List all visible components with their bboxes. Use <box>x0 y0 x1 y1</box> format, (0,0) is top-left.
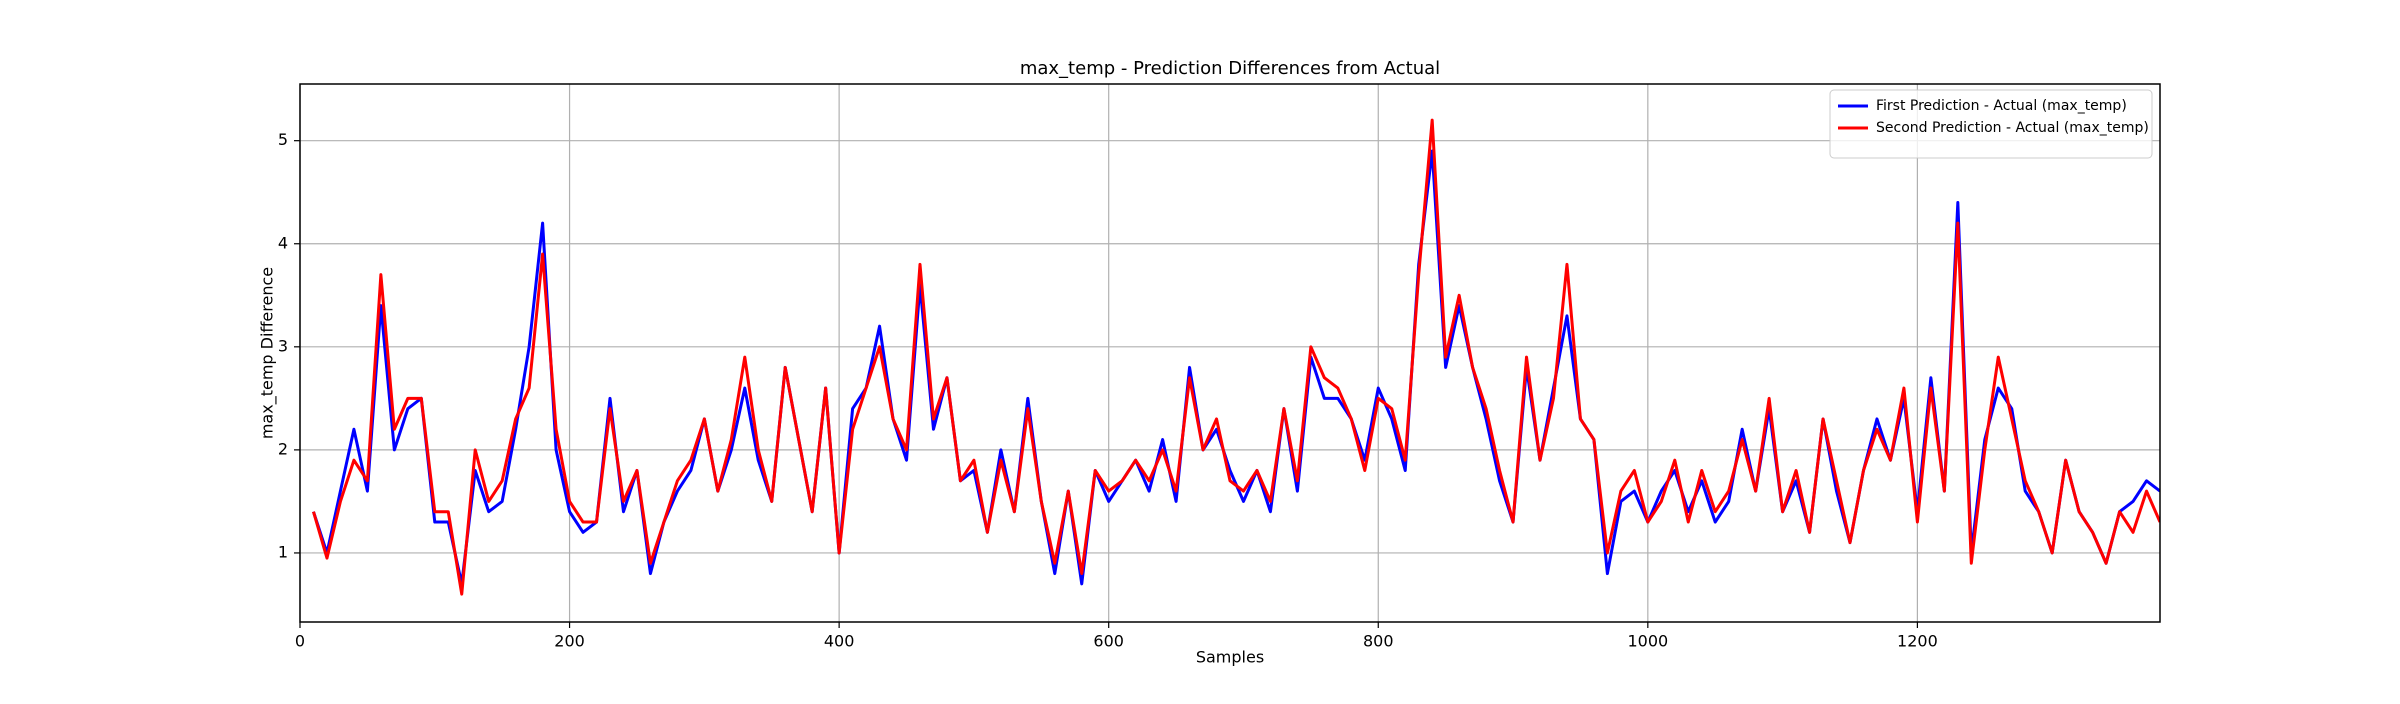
y-tick-label: 1 <box>278 542 288 561</box>
y-tick-label: 2 <box>278 439 288 458</box>
x-tick-label: 1000 <box>1627 632 1668 651</box>
x-tick-label: 600 <box>1093 632 1124 651</box>
x-tick-label: 200 <box>554 632 585 651</box>
legend-label: First Prediction - Actual (max_temp) <box>1876 98 2127 114</box>
y-axis-label: max_temp Difference <box>258 267 278 439</box>
legend-label: Second Prediction - Actual (max_temp) <box>1876 120 2149 136</box>
legend-box <box>1829 89 2153 159</box>
x-tick-label: 800 <box>1363 632 1394 651</box>
plot-lines <box>312 118 2160 596</box>
x-tick-label: 400 <box>824 632 855 651</box>
chart-title: max_temp - Prediction Differences from A… <box>1020 58 1440 79</box>
y-tick-label: 5 <box>278 130 288 149</box>
y-tick-label: 4 <box>278 233 288 252</box>
x-tick-label: 0 <box>295 632 305 651</box>
x-tick-label: 1200 <box>1897 632 1938 651</box>
plot-frame <box>299 83 2161 623</box>
x-axis-label: Samples <box>1196 648 1264 667</box>
y-tick-label: 3 <box>278 336 288 355</box>
data-line <box>312 118 2160 596</box>
